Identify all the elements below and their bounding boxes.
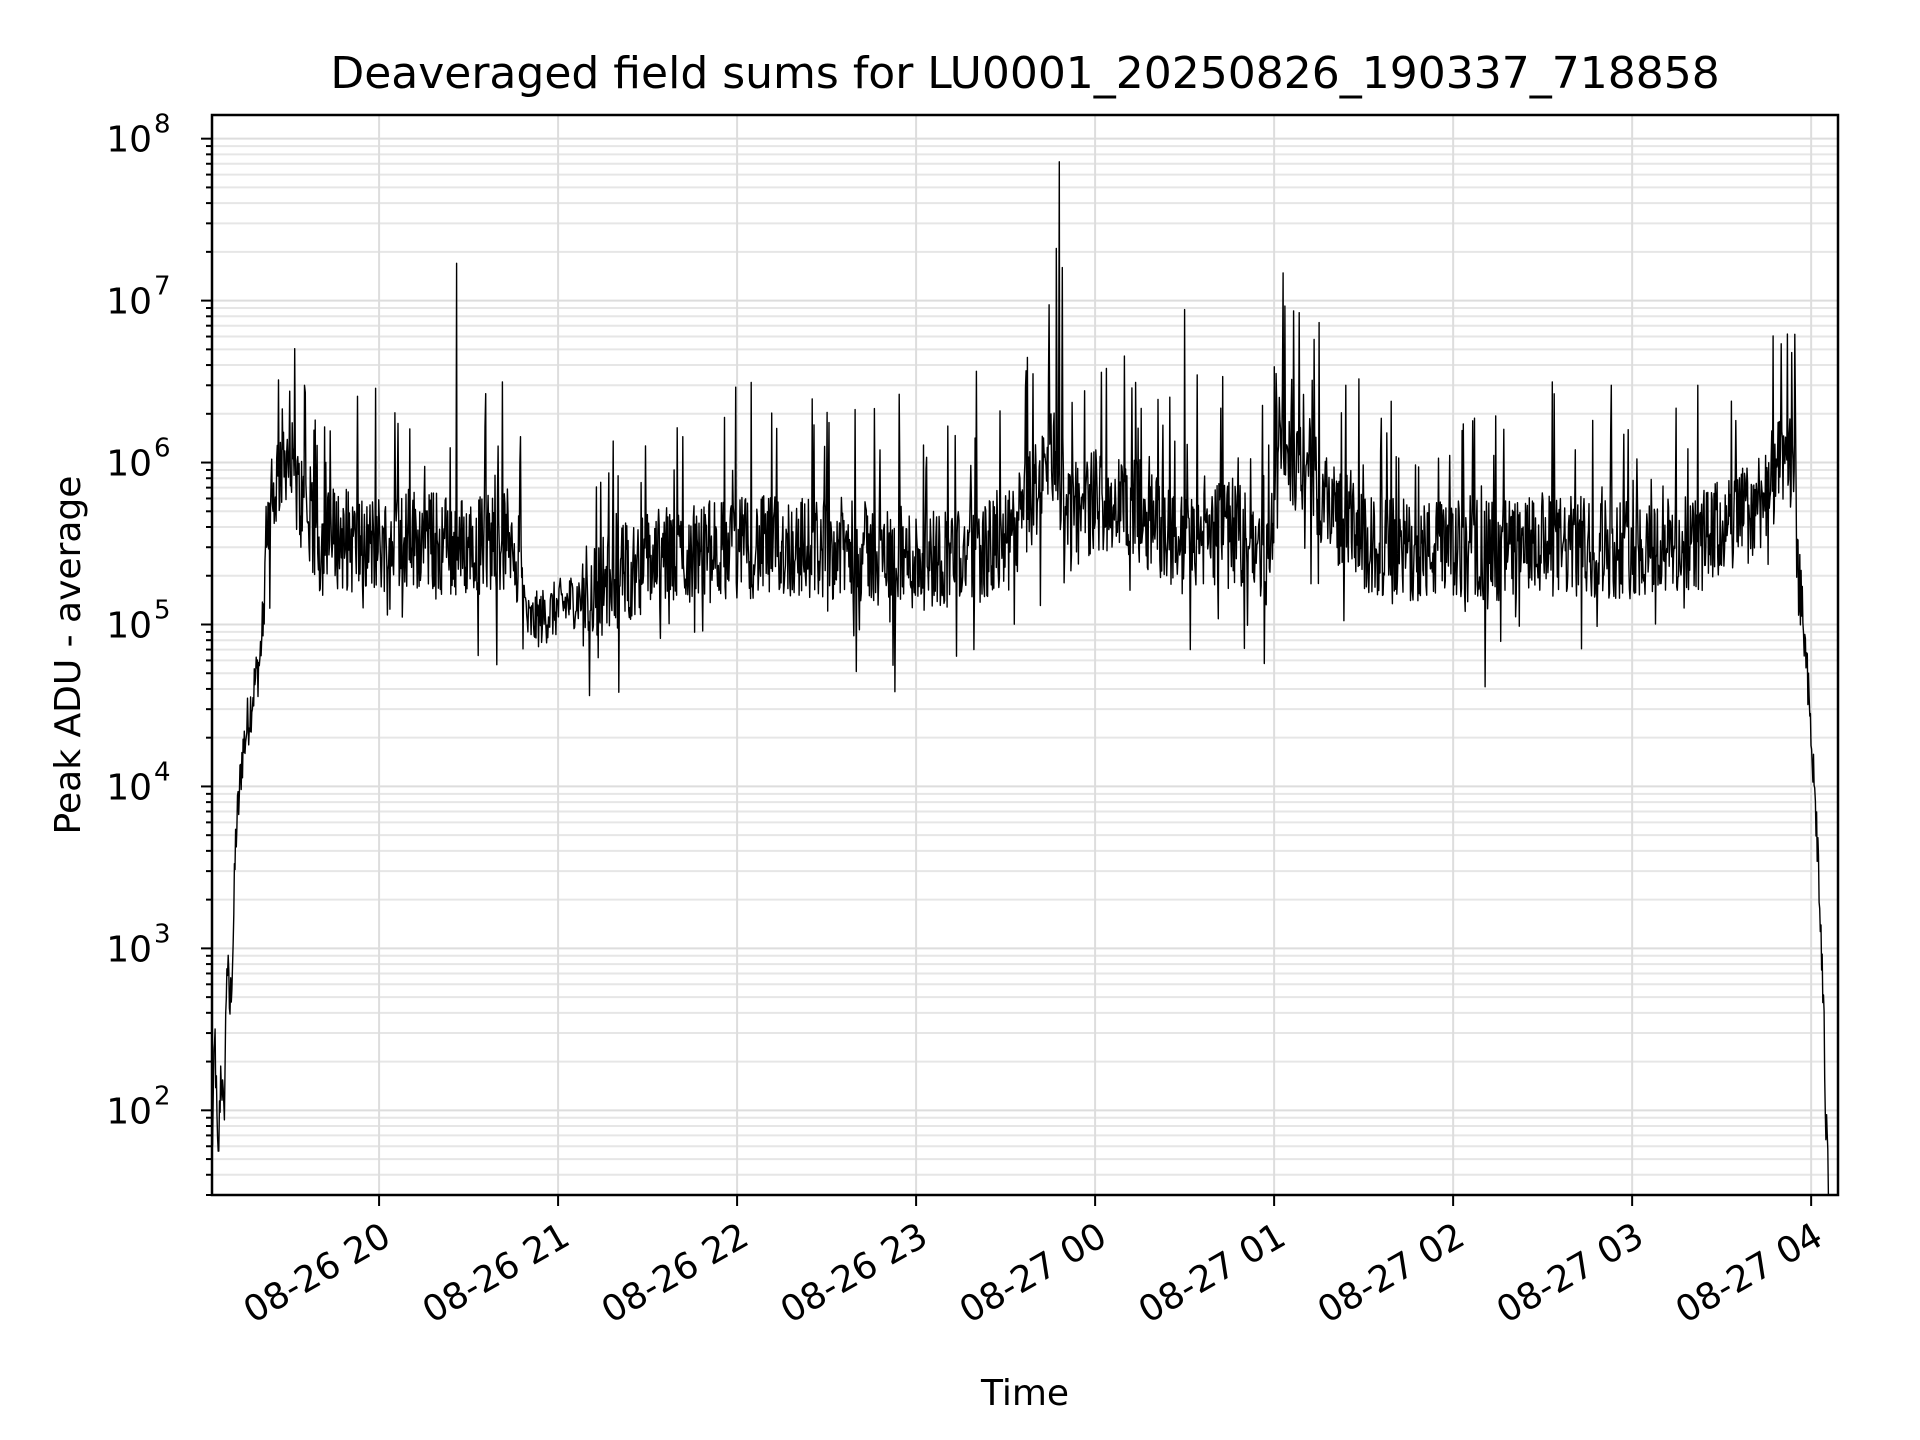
plot-frame	[210, 113, 1840, 1197]
y-tick-exponent: 5	[154, 595, 171, 625]
y-tick-label: 10 8	[106, 110, 170, 161]
y-tick-label: 10 5	[106, 595, 170, 646]
y-tick-exponent: 6	[154, 434, 171, 464]
y-tick-label: 10 2	[106, 1081, 170, 1132]
y-tick-exponent: 2	[154, 1081, 171, 1111]
y-tick-exponent: 7	[154, 272, 171, 302]
y-tick-base: 10	[106, 929, 152, 970]
y-tick-label: 10 6	[106, 434, 170, 485]
y-tick-exponent: 3	[154, 919, 171, 949]
y-tick-label: 10 7	[106, 272, 170, 323]
y-tick-base: 10	[106, 767, 152, 808]
x-axis-label: Time	[980, 1373, 1069, 1414]
y-tick-base: 10	[106, 120, 152, 161]
y-tick-base: 10	[106, 444, 152, 485]
series-layer	[211, 161, 1830, 1196]
series-line	[211, 161, 1830, 1196]
y-tick-base: 10	[106, 605, 152, 646]
y-tick-label: 10 3	[106, 919, 170, 970]
y-tick-base: 10	[106, 282, 152, 323]
y-tick-exponent: 8	[154, 110, 171, 140]
chart-title: Deaveraged field sums for LU0001_2025082…	[330, 48, 1719, 99]
y-tick-exponent: 4	[154, 757, 171, 787]
grid	[212, 115, 1838, 1196]
y-axis-label: Peak ADU - average	[48, 476, 89, 835]
y-tick-label: 10 4	[106, 757, 170, 808]
y-tick-base: 10	[106, 1091, 152, 1132]
